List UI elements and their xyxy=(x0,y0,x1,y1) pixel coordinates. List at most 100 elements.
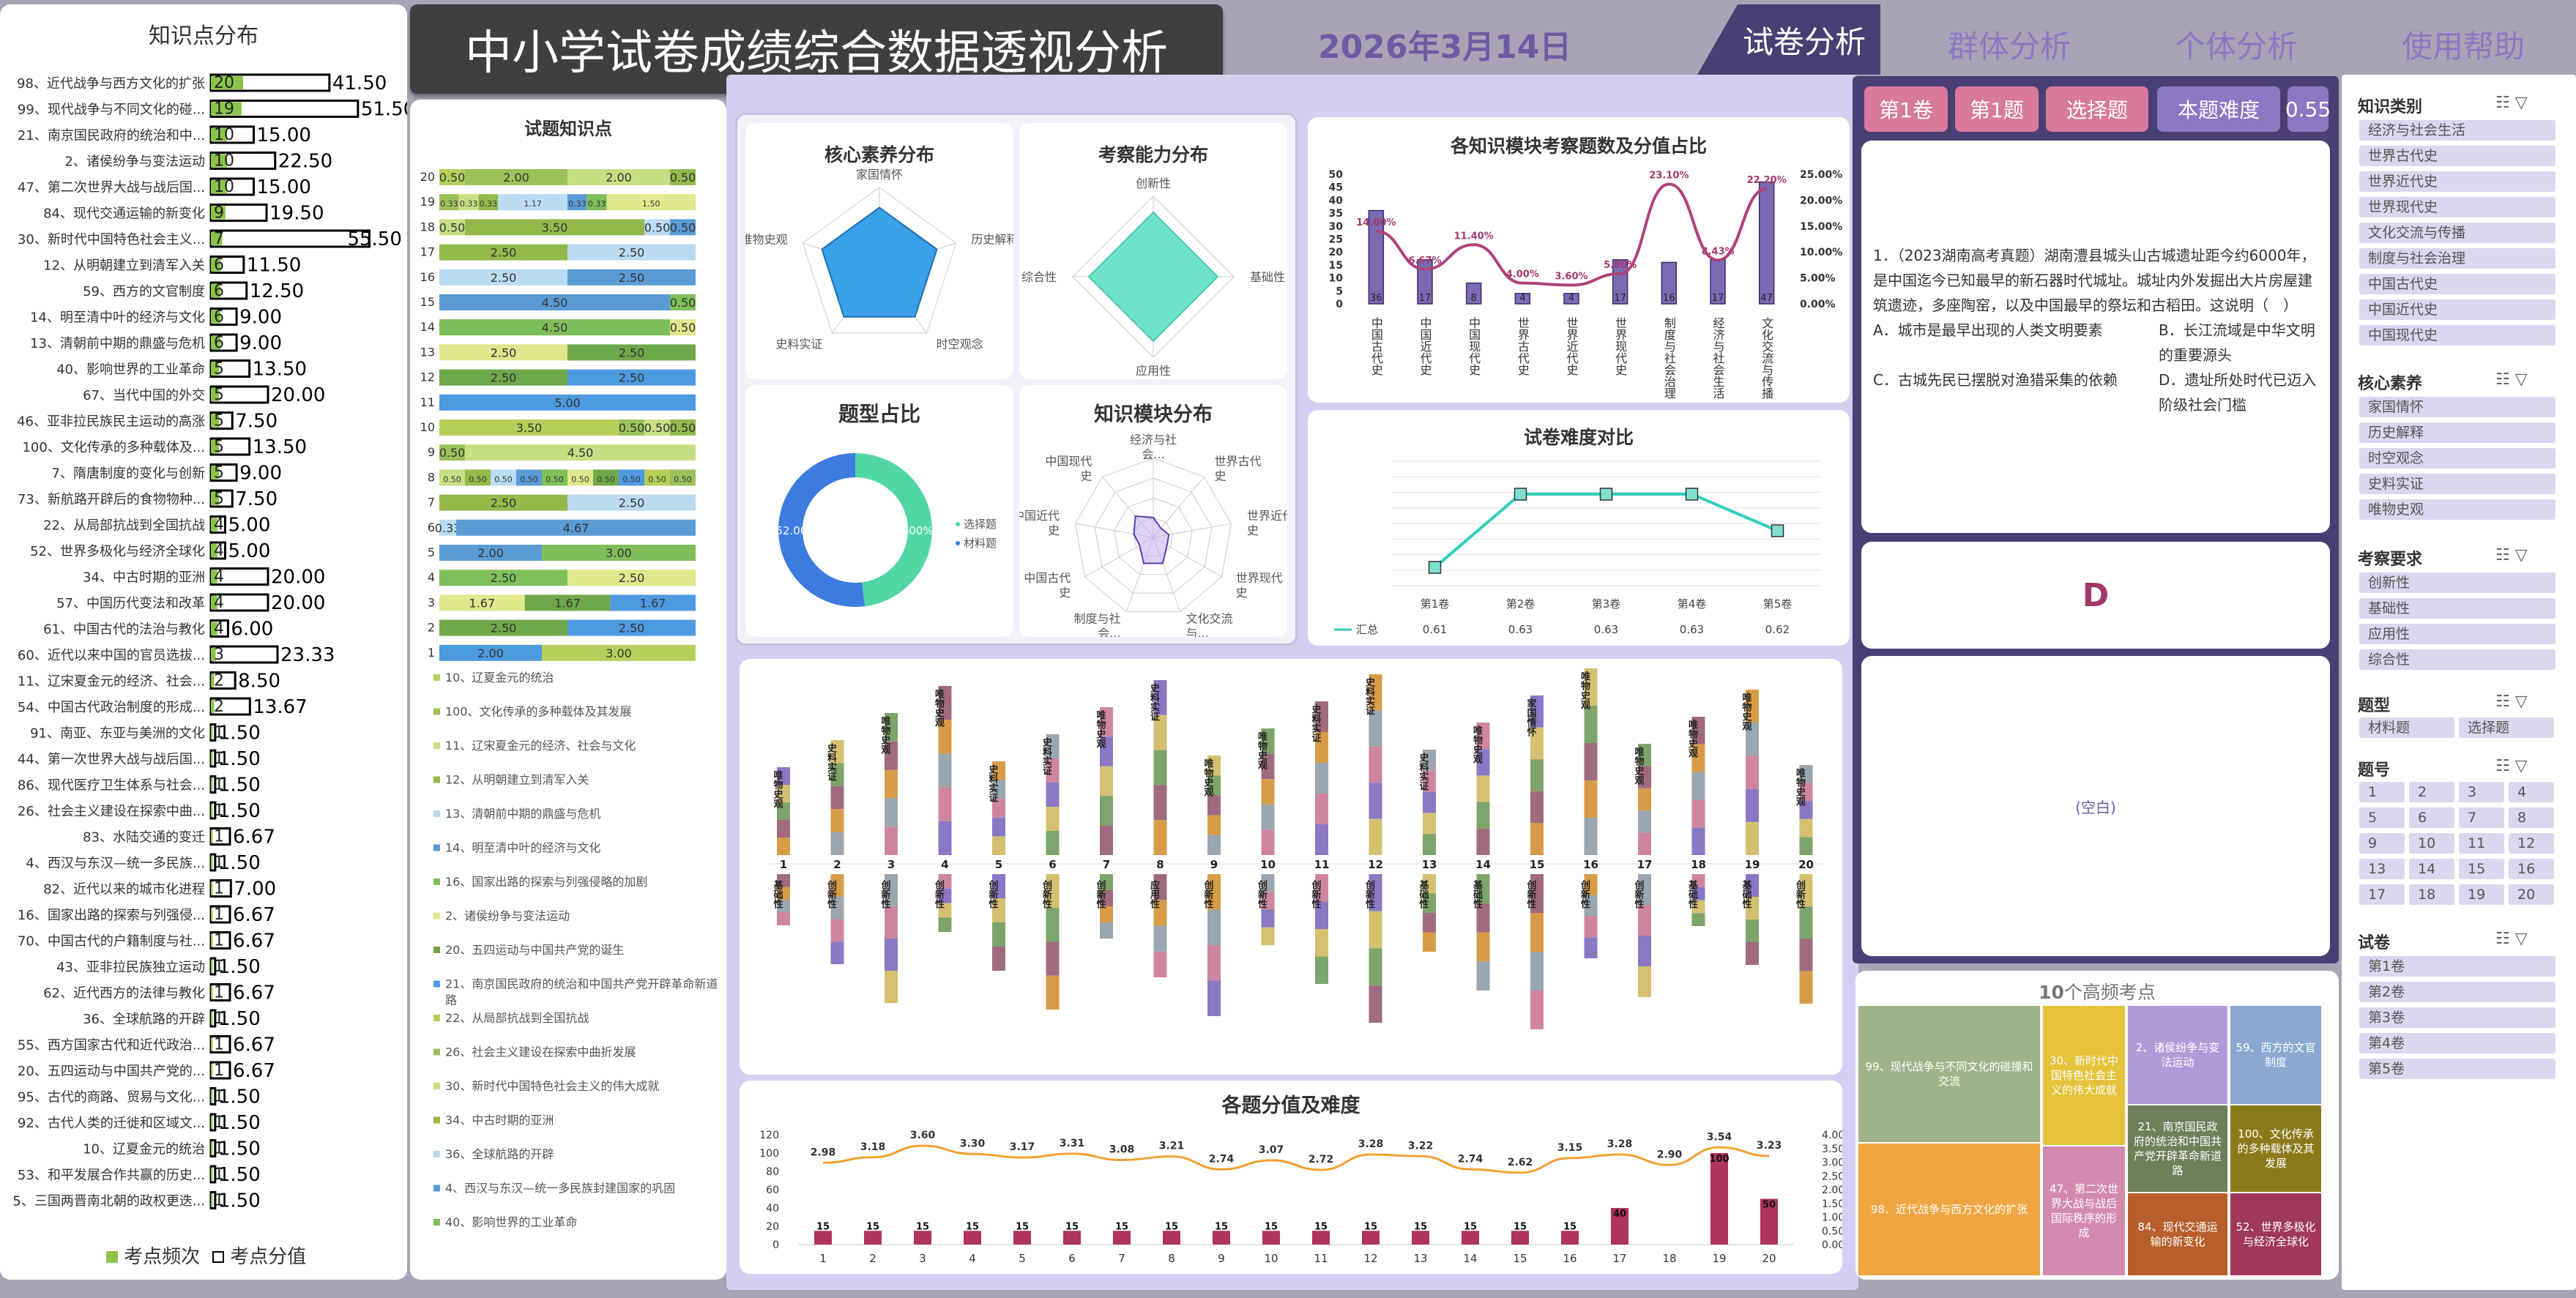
slicer-item[interactable]: 14 xyxy=(2409,859,2454,879)
question-number: 6 xyxy=(428,521,435,534)
treemap-cell: 47、第二次世界大战与战后国际秩序的形成 xyxy=(2043,1146,2125,1275)
slicer-item[interactable]: 7 xyxy=(2459,807,2504,828)
slicer-item[interactable]: 材料题 xyxy=(2359,717,2454,738)
slicer-item[interactable]: 13 xyxy=(2359,859,2405,879)
combo-svg: 5045403530252015105025.00%20.00%15.00%10… xyxy=(1329,169,1843,400)
chart-title: 各知识模块考察题数及分值占比 xyxy=(1450,135,1707,157)
freq-label: 9 xyxy=(214,204,224,223)
legend-label: 20、五四运动与中国共产党的诞生 xyxy=(445,943,624,957)
slicer-item[interactable]: 19 xyxy=(2459,884,2504,905)
top-segment xyxy=(1207,775,1221,796)
filter-icon[interactable]: ☷ ▽ xyxy=(2495,546,2528,564)
difficulty-line xyxy=(1434,493,1779,569)
bottom-label: 创新性 xyxy=(1363,879,1376,909)
slicer-item[interactable]: 第4卷 xyxy=(2359,1033,2555,1053)
tab-paper-analysis[interactable]: 试卷分析 xyxy=(1697,4,1880,75)
category-label: 第3卷 xyxy=(1592,597,1621,611)
tab-group-analysis[interactable]: 群体分析 xyxy=(1948,29,2071,64)
slicer-item[interactable]: 4 xyxy=(2509,782,2554,802)
top-segment xyxy=(830,786,844,810)
slicer-item[interactable]: 18 xyxy=(2409,884,2454,905)
slicer-item[interactable]: 选择题 xyxy=(2459,717,2554,738)
bottom-label: 创新性 xyxy=(1579,879,1591,909)
slicer-item[interactable]: 3 xyxy=(2459,782,2504,802)
slicer-item[interactable]: 家国情怀 xyxy=(2359,397,2555,417)
module-combo-chart: 各知识模块考察题数及分值占比 50 45 40 35 30 25 20 15 10 5 0 25.00… xyxy=(1308,117,1850,403)
legend-dot xyxy=(956,541,960,545)
slicer-item[interactable]: 10 xyxy=(2409,833,2454,854)
kp-segment xyxy=(498,194,567,211)
slicer-item[interactable]: 9 xyxy=(2359,833,2405,854)
freq-bar xyxy=(211,648,216,661)
question-select-button[interactable]: 第1题 xyxy=(1955,86,2039,132)
top-segment xyxy=(830,809,844,832)
bottom-segment xyxy=(1261,874,1275,892)
report-date: 2026年3月14日 xyxy=(1318,29,1572,66)
type-select-button[interactable]: 选择题 xyxy=(2046,86,2148,132)
slicer-item[interactable]: 6 xyxy=(2409,807,2454,828)
filter-icon[interactable]: ☷ ▽ xyxy=(2495,94,2528,112)
slicer-item[interactable]: 15 xyxy=(2459,859,2504,879)
line-marker xyxy=(1514,488,1527,501)
freq-label: 10 xyxy=(214,178,234,196)
bottom-segment xyxy=(1530,991,1544,1029)
slicer-item[interactable]: 16 xyxy=(2509,859,2554,879)
slicer-item[interactable]: 应用性 xyxy=(2359,624,2555,644)
filter-icon[interactable]: ☷ ▽ xyxy=(2495,693,2528,711)
slicer-item[interactable]: 第2卷 xyxy=(2359,982,2555,1002)
slicer-item[interactable]: 世界古代史 xyxy=(2359,146,2555,166)
y-left-tick: 0 xyxy=(773,1239,779,1251)
slicer-item[interactable]: 制度与社会治理 xyxy=(2359,248,2555,269)
knowledge-label: 59、西方的文官制度 xyxy=(83,284,205,299)
slicer-item[interactable]: 1 xyxy=(2359,782,2405,802)
radar-axis-label: 史 xyxy=(1080,469,1092,482)
slicer-item[interactable]: 中国现代史 xyxy=(2359,325,2555,346)
freq-label: 1 xyxy=(214,776,224,794)
slicer-item[interactable]: 史料实证 xyxy=(2359,474,2555,494)
slicer-item[interactable]: 第3卷 xyxy=(2359,1007,2555,1028)
question-number: 16 xyxy=(420,270,435,284)
kp-segment xyxy=(439,244,567,261)
radar-axis xyxy=(1153,476,1205,538)
slicer-item[interactable]: 基础性 xyxy=(2359,598,2555,619)
top-label: 唯物史观 xyxy=(1741,692,1752,731)
slicer-item[interactable]: 12 xyxy=(2509,833,2554,854)
slicer-item[interactable]: 唯物史观 xyxy=(2359,499,2555,520)
knowledge-label: 10、辽夏金元的统治 xyxy=(83,1142,205,1157)
slicer-item[interactable]: 时空观念 xyxy=(2359,448,2555,469)
slicer-item[interactable]: 11 xyxy=(2459,833,2504,854)
score-bar xyxy=(1013,1231,1031,1245)
filter-icon[interactable]: ☷ ▽ xyxy=(2495,930,2528,948)
slicer-item[interactable]: 经济与社会生活 xyxy=(2359,120,2555,141)
freq-label: 6 xyxy=(214,282,224,300)
slicer-item[interactable]: 5 xyxy=(2359,807,2405,828)
paper-select-button[interactable]: 第1卷 xyxy=(1864,86,1948,132)
tab-help[interactable]: 使用帮助 xyxy=(2402,29,2525,64)
slicer-item[interactable]: 中国近代史 xyxy=(2359,299,2555,320)
slicer-item[interactable]: 历史解释 xyxy=(2359,422,2555,443)
tab-individual-analysis[interactable]: 个体分析 xyxy=(2175,29,2298,64)
slicer-item[interactable]: 第5卷 xyxy=(2359,1059,2555,1079)
score-label: 15 xyxy=(966,1221,979,1232)
freq-bar xyxy=(211,622,217,635)
kp-segment xyxy=(439,394,696,411)
donut-pct-label: 52.00% xyxy=(775,524,817,537)
filter-icon[interactable]: ☷ ▽ xyxy=(2495,757,2528,775)
slicer-item[interactable]: 20 xyxy=(2509,884,2554,905)
legend-label: 路 xyxy=(445,993,457,1007)
slicer-item[interactable]: 世界近代史 xyxy=(2359,171,2555,192)
slicer-item[interactable]: 文化交流与传播 xyxy=(2359,223,2555,243)
filter-icon[interactable]: ☷ ▽ xyxy=(2495,370,2528,389)
freq-label: 2 xyxy=(214,672,224,690)
freq-bar xyxy=(211,596,217,609)
kp-value: 0.33 xyxy=(480,199,498,209)
slicer-item[interactable]: 2 xyxy=(2409,782,2454,802)
slicer-item[interactable]: 第1卷 xyxy=(2359,956,2555,977)
slicer-item[interactable]: 8 xyxy=(2509,807,2554,828)
slicer-item[interactable]: 17 xyxy=(2359,884,2405,905)
kp-value: 1.17 xyxy=(524,199,542,209)
slicer-item[interactable]: 综合性 xyxy=(2359,649,2555,670)
slicer-item[interactable]: 创新性 xyxy=(2359,572,2555,593)
slicer-item[interactable]: 世界现代史 xyxy=(2359,197,2555,217)
slicer-item[interactable]: 中国古代史 xyxy=(2359,274,2555,294)
